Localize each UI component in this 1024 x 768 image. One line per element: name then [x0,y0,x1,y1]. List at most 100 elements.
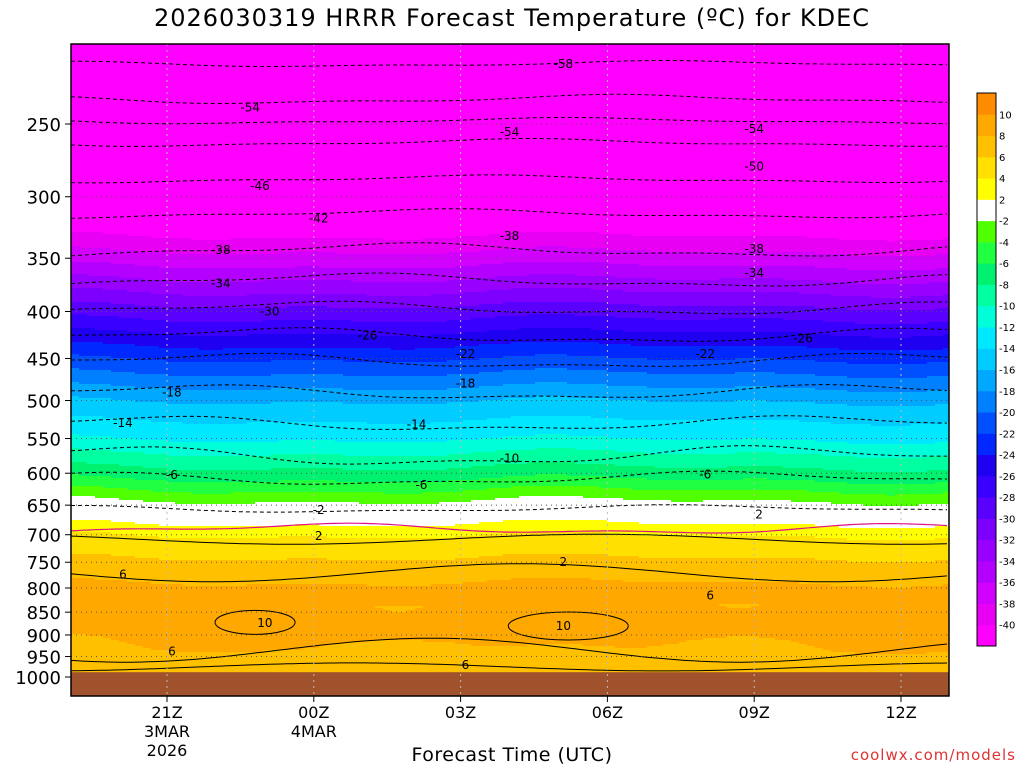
temperature-cell [303,374,312,389]
temperature-cell [231,282,240,297]
temperature-cell [807,584,816,647]
temperature-cell [87,370,96,385]
temperature-cell [255,456,264,471]
temperature-cell [191,282,200,297]
temperature-cell [359,456,368,471]
temperature-cell [775,278,784,293]
temperature-cell [519,532,528,555]
temperature-cell [927,362,936,377]
temperature-cell [375,492,384,505]
temperature-cell [327,422,336,441]
temperature-cell [207,362,216,377]
temperature-cell [95,416,104,437]
temperature-cell [639,44,648,237]
temperature-cell [911,444,920,459]
temperature-cell [199,240,208,255]
temperature-cell [319,360,328,375]
temperature-cell [399,442,408,457]
temperature-cell [591,398,600,419]
temperature-cell [111,44,120,235]
temperature-cell [599,450,608,465]
temperature-cell [791,266,800,281]
temperature-cell [79,416,88,437]
temperature-cell [95,302,104,317]
temperature-cell [895,256,904,271]
temperature-cell [271,334,280,349]
temperature-cell [391,586,400,607]
temperature-cell [327,44,336,239]
temperature-cell [431,254,440,269]
temperature-cell [343,470,352,483]
temperature-cell [551,342,560,355]
temperature-cell [823,294,832,309]
temperature-cell [343,44,352,239]
temperature-cell [911,336,920,351]
temperature-cell [855,324,864,337]
temperature-cell [471,332,480,347]
temperature-cell [903,350,912,365]
temperature-cell [151,480,160,493]
temperature-cell [887,298,896,311]
temperature-cell [431,390,440,405]
temperature-cell [263,538,272,561]
temperature-cell [167,268,176,283]
temperature-cell [239,268,248,283]
temperature-cell [439,442,448,457]
temperature-cell [415,494,424,505]
temperature-cell [735,536,744,559]
temperature-cell [775,374,784,389]
colorbar-label: 10 [999,110,1012,121]
temperature-cell [503,532,512,555]
temperature-cell [791,582,800,643]
temperature-cell [407,362,416,377]
temperature-cell [719,490,728,501]
temperature-cell [231,492,240,505]
temperature-cell [191,482,200,495]
temperature-cell [431,308,440,323]
temperature-cell [823,482,832,493]
temperature-cell [879,458,888,473]
temperature-cell [183,424,192,443]
temperature-cell [119,556,128,581]
temperature-cell [887,540,896,563]
temperature-cell [479,466,488,479]
temperature-cell [311,454,320,469]
temperature-cell [351,492,360,503]
temperature-cell [711,320,720,333]
temperature-cell [175,504,184,527]
colorbar-swatch [977,93,996,115]
temperature-cell [719,346,728,361]
temperature-cell [255,470,264,483]
temperature-cell [727,558,736,583]
temperature-cell [167,334,176,349]
contour-label: 2 [560,555,568,569]
temperature-cell [279,468,288,481]
temperature-cell [207,526,216,539]
temperature-cell [103,580,112,639]
temperature-cell [551,368,560,383]
temperature-cell [151,280,160,295]
temperature-cell [463,306,472,321]
temperature-cell [271,238,280,255]
temperature-cell [943,470,949,483]
temperature-cell [839,404,848,425]
temperature-cell [383,494,392,505]
temperature-cell [711,44,720,237]
temperature-cell [479,236,488,251]
temperature-cell [767,558,776,583]
temperature-cell [215,538,224,561]
temperature-cell [431,404,440,423]
temperature-cell [151,346,160,361]
temperature-cell [647,44,656,237]
temperature-cell [239,504,248,527]
colorbar-swatch [977,284,996,307]
temperature-cell [671,502,680,525]
temperature-cell [503,262,512,277]
temperature-cell [327,584,336,645]
temperature-cell [823,254,832,269]
temperature-cell [351,254,360,269]
temperature-cell [95,554,104,581]
temperature-cell [119,318,128,331]
temperature-cell [351,538,360,561]
credit-link[interactable]: coolwx.com/models [850,746,1016,764]
